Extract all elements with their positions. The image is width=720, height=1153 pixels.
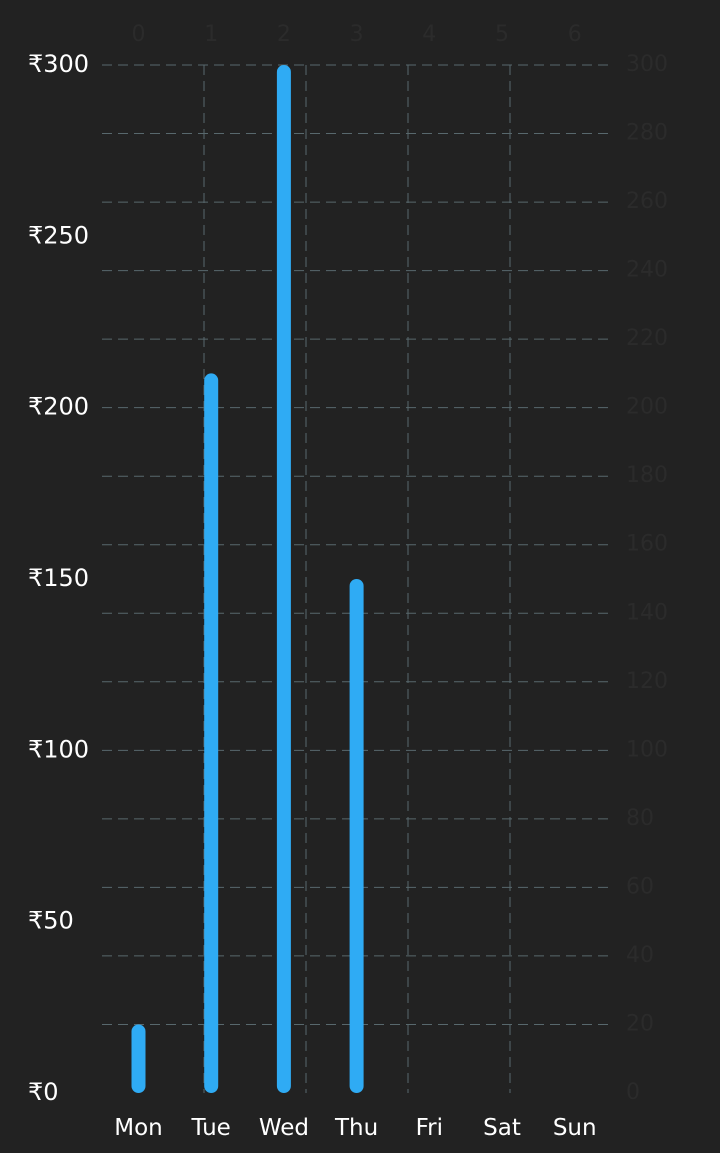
- x-tick-label-top: 6: [568, 22, 582, 47]
- x-tick-label-tue: Tue: [191, 1115, 231, 1141]
- x-tick-label-top: 2: [277, 22, 291, 47]
- y-tick-label-right: 140: [626, 600, 668, 625]
- y-tick-label-left: ₹50: [28, 907, 74, 935]
- y-tick-label-right: 60: [626, 874, 654, 899]
- top-x-axis: 0 1 2 3 4 5 6: [132, 22, 582, 47]
- y-tick-label-right: 300: [626, 52, 668, 77]
- x-tick-label-top: 0: [132, 22, 146, 47]
- y-tick-label-right: 80: [626, 806, 654, 831]
- y-tick-label-right: 120: [626, 669, 668, 694]
- x-tick-label-wed: Wed: [259, 1115, 309, 1141]
- x-tick-label-top: 5: [495, 22, 509, 47]
- bars: [131, 65, 364, 1093]
- horizontal-gridlines: [102, 64, 610, 1025]
- x-tick-label-mon: Mon: [114, 1115, 163, 1141]
- x-tick-label-sat: Sat: [483, 1115, 521, 1141]
- y-tick-label-right: 160: [626, 532, 668, 557]
- y-tick-label-right: 280: [626, 121, 668, 146]
- y-tick-label-right: 40: [626, 943, 654, 968]
- bar-tue: [204, 373, 219, 1093]
- vertical-gridlines: [203, 65, 511, 1093]
- x-tick-label-fri: Fri: [416, 1115, 443, 1141]
- y-tick-label-right: 200: [626, 395, 668, 420]
- y-tick-label-left: ₹300: [28, 50, 89, 78]
- y-tick-label-left: ₹0: [28, 1078, 59, 1106]
- bar-wed: [276, 65, 291, 1093]
- y-tick-label-left: ₹100: [28, 735, 89, 763]
- bottom-x-axis: Mon Tue Wed Thu Fri Sat Sun: [114, 1115, 596, 1141]
- bar-mon: [131, 1024, 146, 1093]
- x-tick-label-top: 1: [204, 22, 218, 47]
- x-tick-label-thu: Thu: [334, 1115, 378, 1141]
- y-tick-label-right: 20: [626, 1011, 654, 1036]
- x-tick-label-top: 4: [422, 22, 436, 47]
- y-tick-label-right: 220: [626, 326, 668, 351]
- right-y-axis: 0 20 40 60 80 100 120 140 160 180 200 220 240 260 280 3…: [626, 52, 668, 1105]
- x-tick-label-sun: Sun: [553, 1115, 597, 1141]
- y-tick-label-right: 260: [626, 189, 668, 214]
- y-tick-label-right: 100: [626, 737, 668, 762]
- x-tick-label-top: 3: [350, 22, 364, 47]
- y-tick-label-right: 180: [626, 463, 668, 488]
- y-tick-label-right: 240: [626, 258, 668, 283]
- bar-thu: [349, 579, 364, 1093]
- y-tick-label-right: 0: [626, 1080, 640, 1105]
- y-tick-label-left: ₹200: [28, 393, 89, 421]
- left-y-axis: ₹0 ₹50 ₹100 ₹150 ₹200 ₹250 ₹300: [28, 50, 89, 1106]
- y-tick-label-left: ₹250: [28, 221, 89, 249]
- y-tick-label-left: ₹150: [28, 564, 89, 592]
